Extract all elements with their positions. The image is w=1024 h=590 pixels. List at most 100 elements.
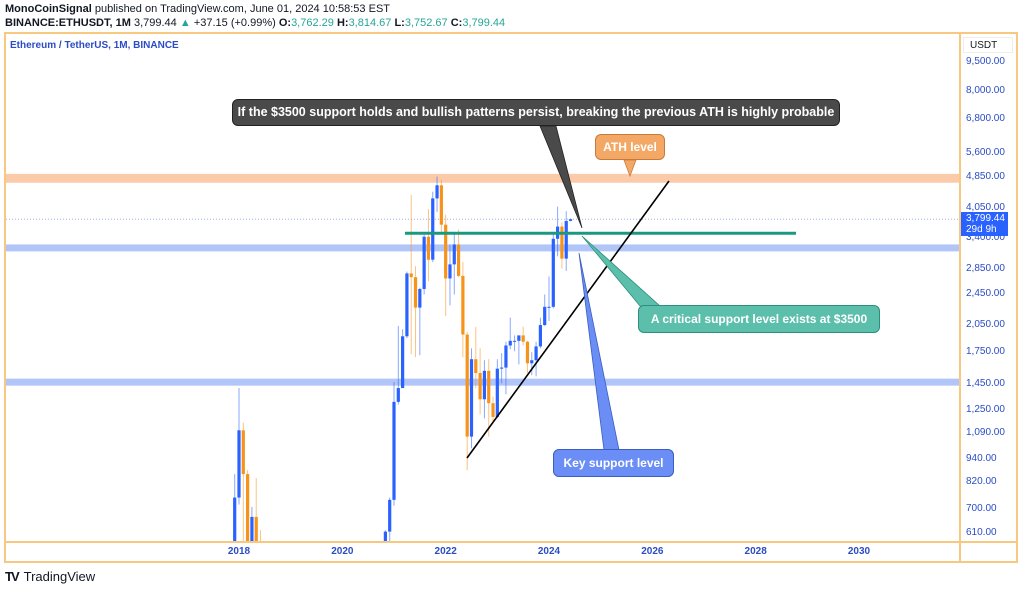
last-price-tag: 3,799.44 29d 9h	[961, 212, 1008, 236]
candle	[383, 531, 387, 541]
candle	[422, 236, 426, 289]
candle-countdown: 29d 9h	[966, 224, 997, 235]
candle	[487, 370, 491, 404]
candle	[426, 236, 431, 260]
open-label: O:	[278, 17, 292, 29]
candle	[392, 401, 396, 500]
time-tick: 2020	[331, 546, 354, 557]
price-tick: 2,850.00	[966, 262, 1005, 274]
price-tick: 610.00	[966, 527, 997, 538]
candle	[495, 368, 499, 417]
candle	[388, 499, 392, 532]
candle	[418, 288, 422, 308]
candle	[521, 335, 525, 342]
main-callout[interactable]: If the $3500 support holds and bullish p…	[232, 99, 840, 126]
tradingview-logo[interactable]: TV TradingView	[5, 569, 95, 584]
price-tick: 1,450.00	[966, 378, 1005, 390]
candle	[396, 388, 400, 402]
candle	[431, 198, 435, 260]
close-value: 3,799.44	[462, 17, 506, 29]
candle	[525, 341, 530, 364]
candle	[530, 360, 534, 364]
tradingview-logo-icon: TV	[5, 569, 20, 584]
price-tag-value: 3,799.44	[966, 213, 1005, 224]
key-support-callout[interactable]: Key support level	[553, 449, 674, 477]
candle	[233, 497, 237, 541]
candle	[456, 244, 461, 276]
candle	[401, 336, 405, 389]
candle	[405, 273, 409, 337]
candle	[237, 430, 241, 498]
tradingview-wordmark: TradingView	[23, 569, 96, 584]
candle	[482, 370, 487, 400]
close-label: C:	[450, 17, 463, 29]
symbol-info: BINANCE:ETHUSDT, 1M 3,799.44 ▲ +37.15 (+…	[5, 17, 505, 29]
currency-label[interactable]: USDT	[963, 37, 1013, 53]
price-tick: 6,800.00	[966, 113, 1005, 125]
time-tick: 2026	[641, 546, 664, 557]
price-tick: 8,000.00	[966, 85, 1005, 97]
candle	[461, 275, 465, 335]
publish-info: MonoCoinSignal published on TradingView.…	[5, 3, 390, 15]
price-tick: 2,450.00	[966, 288, 1005, 300]
price-tick: 1,750.00	[966, 346, 1005, 358]
published-text: published on TradingView.com, June 01, 2…	[94, 3, 390, 15]
candle	[439, 185, 443, 225]
candle	[491, 403, 495, 417]
price-tick: 1,250.00	[966, 403, 1005, 415]
zone-upper-support-zone[interactable]	[6, 244, 959, 252]
candle	[452, 244, 456, 265]
price-tick: 2,050.00	[966, 319, 1005, 331]
ath-level-callout[interactable]: ATH level	[595, 134, 665, 160]
critical-support-callout[interactable]: A critical support level exists at $3500	[638, 305, 880, 333]
candle	[560, 226, 564, 259]
candle	[551, 238, 555, 307]
author-name[interactable]: MonoCoinSignal	[5, 3, 92, 15]
candle	[409, 273, 413, 278]
candle	[500, 367, 504, 369]
candle	[246, 474, 250, 541]
price-tick: 820.00	[966, 476, 997, 488]
candle	[435, 185, 439, 199]
low-label: L:	[394, 17, 405, 29]
low-value: 3,752.67	[404, 17, 448, 29]
price-tick: 3,400.00	[966, 232, 1005, 244]
candle	[538, 325, 542, 347]
candle	[504, 345, 508, 368]
price-tick: 4,050.00	[966, 202, 1005, 214]
candle	[543, 306, 547, 326]
candle	[241, 430, 245, 475]
candle	[478, 373, 482, 400]
price-tick: 4,850.00	[966, 171, 1005, 183]
zone-lower-support-zone[interactable]	[6, 378, 959, 386]
high-label: H:	[336, 17, 349, 29]
price-change: +37.15 (+0.99%)	[193, 17, 276, 29]
chart-frame	[4, 32, 1018, 563]
candle	[413, 277, 418, 308]
candle	[508, 340, 512, 346]
price-tick: 9,500.00	[966, 56, 1005, 67]
candle	[465, 334, 469, 437]
candle	[568, 219, 573, 221]
candle	[564, 221, 568, 259]
price-tick: 5,600.00	[966, 146, 1005, 158]
time-axis-divider	[5, 541, 1017, 543]
zone-ath-level[interactable]	[6, 173, 959, 183]
last-price: 3,799.44	[133, 17, 177, 29]
price-tick: 700.00	[966, 503, 997, 515]
up-arrow-icon: ▲	[179, 17, 191, 29]
time-tick: 2030	[847, 546, 871, 557]
time-tick: 2018	[227, 546, 251, 557]
candle	[474, 359, 478, 374]
candle	[250, 516, 254, 541]
candle	[254, 516, 258, 541]
candle	[512, 340, 517, 342]
price-axis-divider	[959, 33, 961, 563]
price-tick: 940.00	[966, 452, 997, 464]
candle	[444, 224, 448, 279]
candle	[517, 335, 521, 341]
open-value: 3,762.29	[291, 17, 334, 29]
pane-title: Ethereum / TetherUS, 1M, BINANCE	[10, 40, 179, 51]
high-value: 3,814.67	[348, 17, 392, 29]
